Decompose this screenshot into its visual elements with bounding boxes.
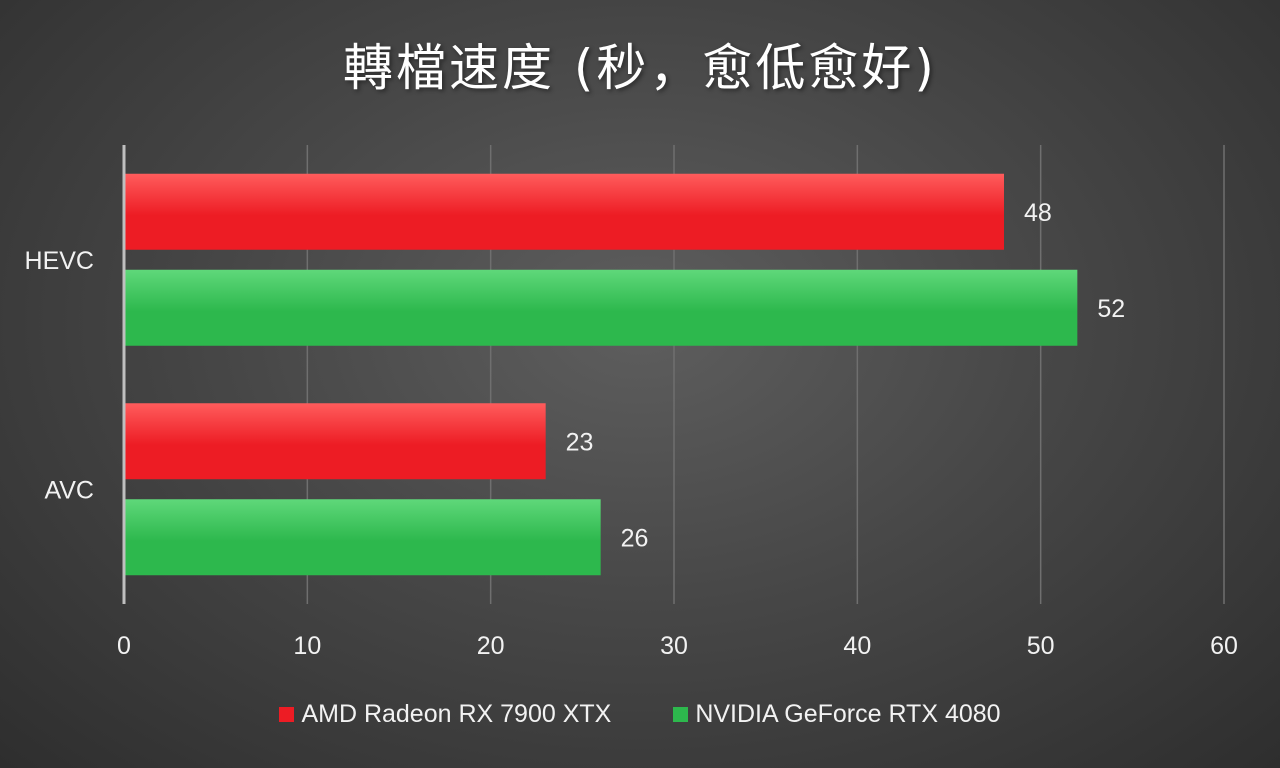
labels: 0 10 20 30 40 50 60 48 52 HEVC 23 26 AVC xyxy=(25,199,1238,660)
data-label: 48 xyxy=(1024,199,1052,227)
data-label: 23 xyxy=(566,428,594,456)
bars xyxy=(125,173,1078,576)
legend-label-amd: AMD Radeon RX 7900 XTX xyxy=(301,700,612,728)
bar-avc-series0 xyxy=(125,403,546,480)
category-label: HEVC xyxy=(25,247,94,275)
bar-hevc-series0 xyxy=(125,173,1004,250)
data-label: 52 xyxy=(1097,295,1125,323)
x-tick-label: 40 xyxy=(843,632,871,660)
x-tick-label: 60 xyxy=(1210,632,1238,660)
legend: AMD Radeon RX 7900 XTX NVIDIA GeForce RT… xyxy=(0,700,1280,729)
legend-swatch-amd xyxy=(279,707,295,722)
bar-hevc-series1 xyxy=(125,269,1078,346)
x-tick-label: 0 xyxy=(117,632,131,660)
x-tick-label: 30 xyxy=(660,632,688,660)
legend-item-nvidia: NVIDIA GeForce RTX 4080 xyxy=(673,700,1001,729)
data-label: 26 xyxy=(621,524,649,552)
bar-avc-series1 xyxy=(125,499,601,576)
x-tick-label: 20 xyxy=(477,632,505,660)
x-tick-label: 50 xyxy=(1027,632,1055,660)
category-label: AVC xyxy=(44,476,94,504)
chart-title: 轉檔速度 (秒，愈低愈好) xyxy=(343,39,937,97)
legend-item-amd: AMD Radeon RX 7900 XTX xyxy=(279,700,611,729)
x-tick-label: 10 xyxy=(293,632,321,660)
legend-swatch-nvidia xyxy=(673,707,689,722)
legend-label-nvidia: NVIDIA GeForce RTX 4080 xyxy=(695,700,1001,728)
